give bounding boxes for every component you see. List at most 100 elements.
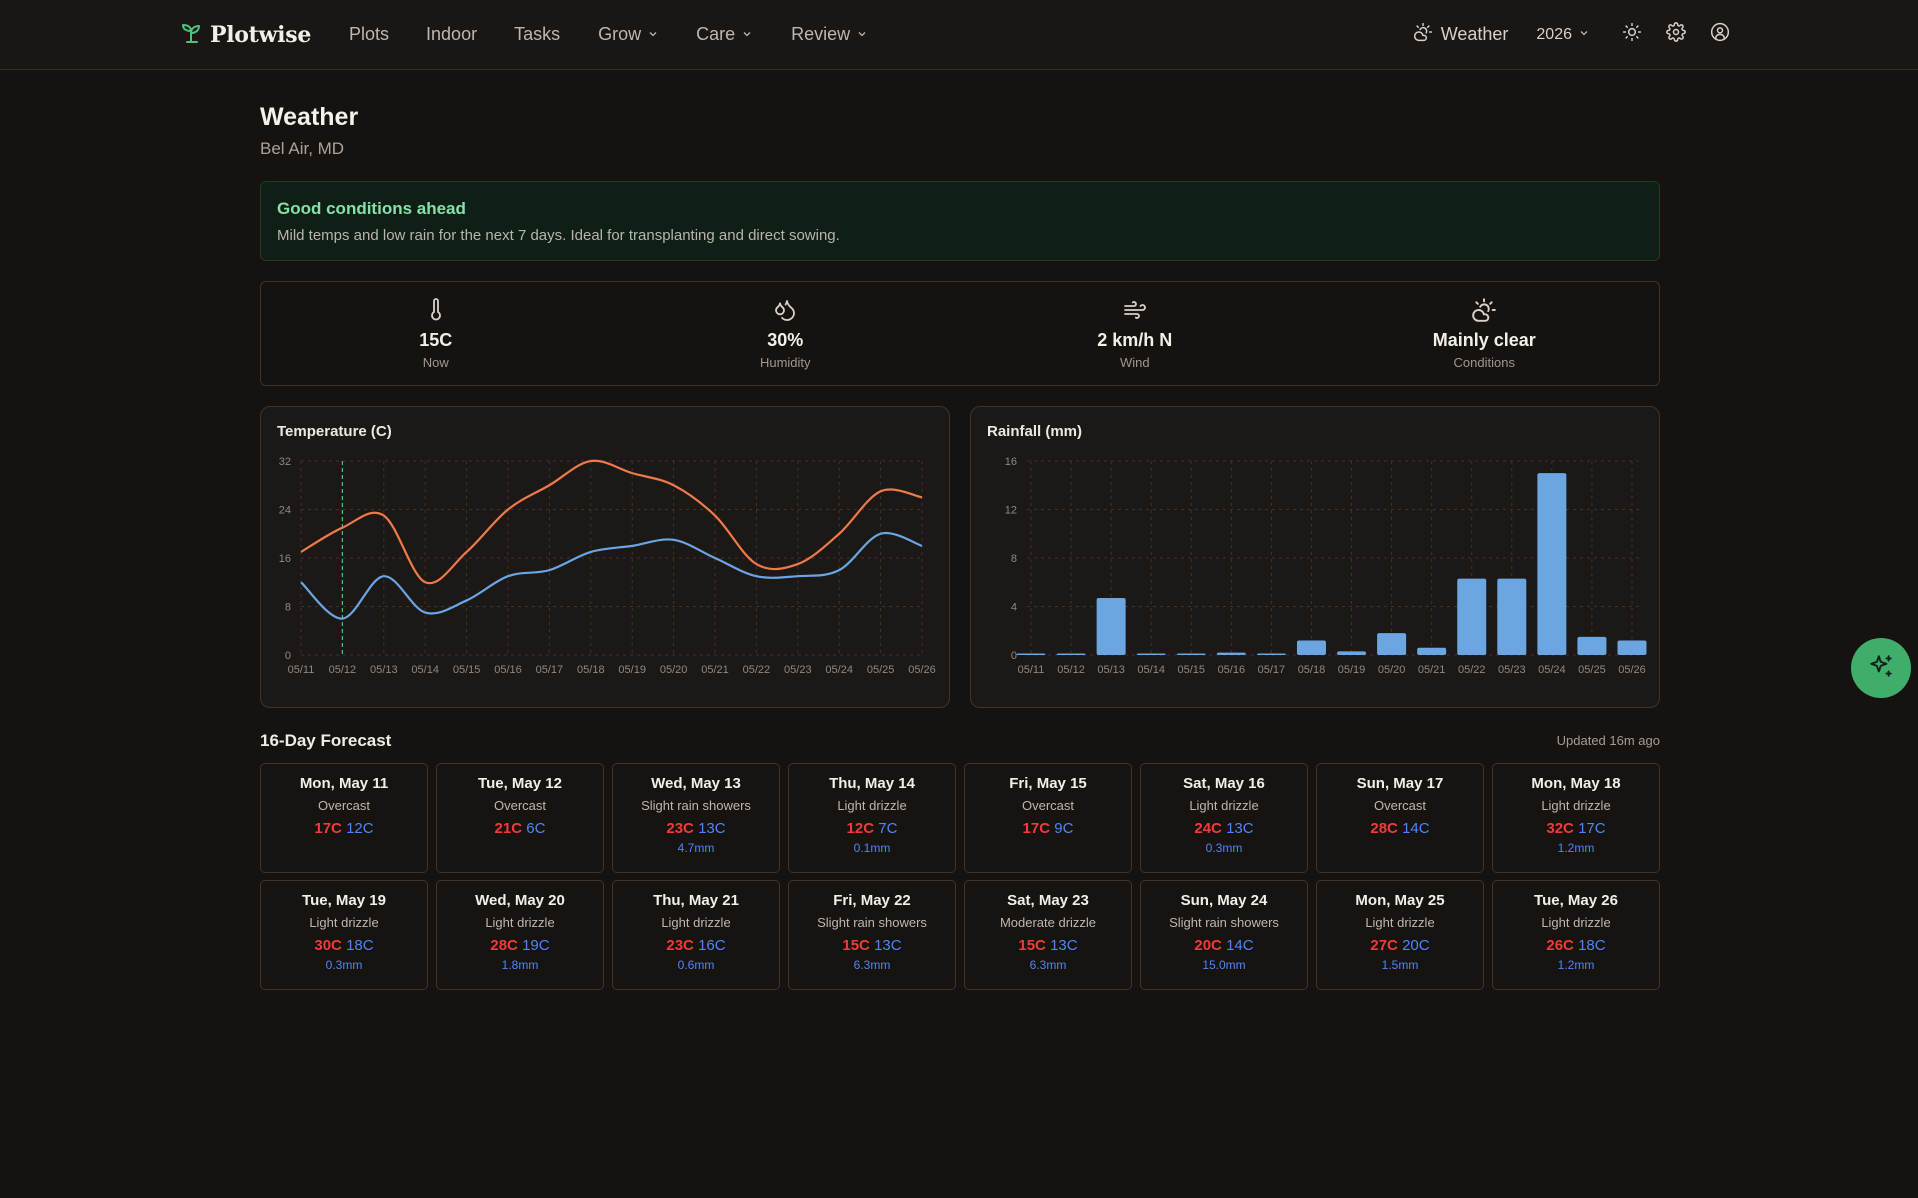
chart-title: Temperature (C): [277, 423, 392, 440]
nav-weather-label: Weather: [1440, 24, 1509, 44]
forecast-condition: Moderate drizzle: [999, 915, 1097, 930]
forecast-temps: 23C 13C: [613, 820, 779, 837]
forecast-rain: 15.0mm: [1202, 958, 1246, 972]
forecast-day-card: Thu, May 21 Light drizzle 23C 16C 0.6mm: [612, 880, 780, 990]
forecast-high: 30C: [314, 937, 342, 954]
x-tick-label: 05/17: [536, 664, 564, 676]
forecast-date: Mon, May 11: [299, 775, 389, 792]
y-tick-label: 32: [279, 456, 291, 468]
forecast-low: 18C: [1578, 937, 1606, 954]
x-tick-label: 05/19: [1338, 664, 1366, 676]
forecast-low: 6C: [526, 820, 546, 837]
chevron-down-icon: [647, 24, 659, 45]
x-tick-label: 05/15: [1178, 664, 1206, 676]
forecast-condition: Light drizzle: [837, 798, 907, 813]
year-select[interactable]: 2026: [1536, 26, 1590, 44]
forecast-day-card: Tue, May 12 Overcast 21C 6C: [436, 763, 604, 873]
forecast-date: Tue, May 12: [478, 775, 562, 792]
year-value: 2026: [1536, 25, 1572, 43]
forecast-rain: 0.1mm: [853, 841, 891, 855]
forecast-high: 15C: [1018, 937, 1046, 954]
nav-link-label: Review: [791, 24, 851, 44]
account-button[interactable]: [1708, 22, 1732, 47]
chart-title: Rainfall (mm): [987, 423, 1083, 440]
forecast-high: 20C: [1194, 937, 1222, 954]
forecast-low: 13C: [698, 820, 726, 837]
partly-sunny-icon: [1471, 296, 1497, 324]
y-tick-label: 4: [1011, 602, 1017, 614]
nav-link-label: Grow: [598, 24, 642, 44]
forecast-date: Mon, May 25: [1355, 892, 1445, 909]
brand-logo[interactable]: Plotwise: [180, 20, 311, 49]
forecast-date: Thu, May 14: [829, 775, 915, 792]
forecast-low: 9C: [1054, 820, 1074, 837]
chart-grid: [300, 460, 923, 656]
assistant-fab-button[interactable]: [1851, 638, 1911, 698]
rain-bar: [1016, 653, 1046, 655]
stat-label: Conditions: [1453, 355, 1515, 370]
nav-right: Weather 2026: [1413, 22, 1732, 47]
forecast-date: Sun, May 17: [1356, 775, 1444, 792]
gear-icon: [1666, 22, 1686, 47]
forecast-high: 26C: [1546, 937, 1574, 954]
wind-icon: [1122, 296, 1148, 324]
x-tick-label: 05/12: [329, 664, 357, 676]
forecast-low: 16C: [698, 937, 726, 954]
rain-bar: [1096, 598, 1126, 655]
thermometer-icon: [428, 296, 444, 324]
forecast-condition: Light drizzle: [1365, 915, 1435, 930]
forecast-rain: 1.2mm: [1557, 841, 1595, 855]
x-tick-label: 05/15: [453, 664, 481, 676]
forecast-high: 23C: [666, 820, 694, 837]
x-tick-label: 05/22: [743, 664, 771, 676]
stat-now: 15C Now: [261, 282, 611, 385]
x-tick-label: 05/11: [288, 664, 315, 676]
x-tick-label: 05/17: [1258, 664, 1286, 676]
x-tick-label: 05/20: [660, 664, 688, 676]
forecast-day-card: Sat, May 16 Light drizzle 24C 13C 0.3mm: [1140, 763, 1308, 873]
nav-link-label: Care: [696, 24, 736, 44]
stat-label: Now: [422, 355, 449, 370]
forecast-high: 28C: [490, 937, 518, 954]
series-line-low: [300, 531, 923, 620]
forecast-condition: Light drizzle: [1541, 915, 1611, 930]
nav-link-grow[interactable]: Grow: [598, 24, 659, 45]
rain-bar: [1537, 473, 1567, 655]
chevron-down-icon: [741, 24, 753, 45]
forecast-low: 14C: [1402, 820, 1430, 837]
forecast-day-card: Wed, May 13 Slight rain showers 23C 13C 4.7…: [612, 763, 780, 873]
forecast-day-card: Sat, May 23 Moderate drizzle 15C 13C 6.3mm: [964, 880, 1132, 990]
forecast-date: Tue, May 26: [1534, 892, 1618, 909]
nav-link-review[interactable]: Review: [791, 24, 868, 45]
forecast-day-card: Sun, May 24 Slight rain showers 20C 14C 15.…: [1140, 880, 1308, 990]
forecast-temps: 23C 16C: [613, 937, 779, 954]
nav-link-tasks[interactable]: Tasks: [514, 24, 560, 45]
forecast-day-card: Thu, May 14 Light drizzle 12C 7C 0.1mm: [788, 763, 956, 873]
x-tick-label: 05/23: [1498, 664, 1526, 676]
droplets-icon: [773, 296, 797, 324]
stat-value: 15C: [419, 330, 453, 350]
forecast-condition: Light drizzle: [485, 915, 555, 930]
nav-link-plots[interactable]: Plots: [349, 24, 389, 45]
forecast-temps: 20C 14C: [1141, 937, 1307, 954]
nav-link-care[interactable]: Care: [696, 24, 753, 45]
forecast-temps: 15C 13C: [965, 937, 1131, 954]
forecast-rain: 6.3mm: [1029, 958, 1067, 972]
seedling-icon: [180, 20, 202, 49]
theme-toggle-button[interactable]: [1620, 22, 1644, 47]
x-tick-label: 05/21: [1418, 664, 1446, 676]
nav-link-indoor[interactable]: Indoor: [426, 24, 477, 45]
rain-bar: [1617, 640, 1647, 655]
settings-button[interactable]: [1664, 22, 1688, 47]
y-tick-label: 16: [279, 553, 291, 565]
forecast-day-card: Mon, May 25 Light drizzle 27C 20C 1.5mm: [1316, 880, 1484, 990]
forecast-low: 17C: [1578, 820, 1606, 837]
x-tick-label: 05/16: [494, 664, 522, 676]
forecast-condition: Slight rain showers: [641, 798, 751, 813]
nav-weather-link[interactable]: Weather: [1413, 22, 1509, 47]
partly-sunny-icon: [1413, 22, 1433, 47]
forecast-high: 23C: [666, 937, 694, 954]
rain-bar: [1417, 647, 1447, 655]
y-tick-label: 16: [1005, 456, 1017, 468]
forecast-rain: 0.3mm: [1205, 841, 1243, 855]
